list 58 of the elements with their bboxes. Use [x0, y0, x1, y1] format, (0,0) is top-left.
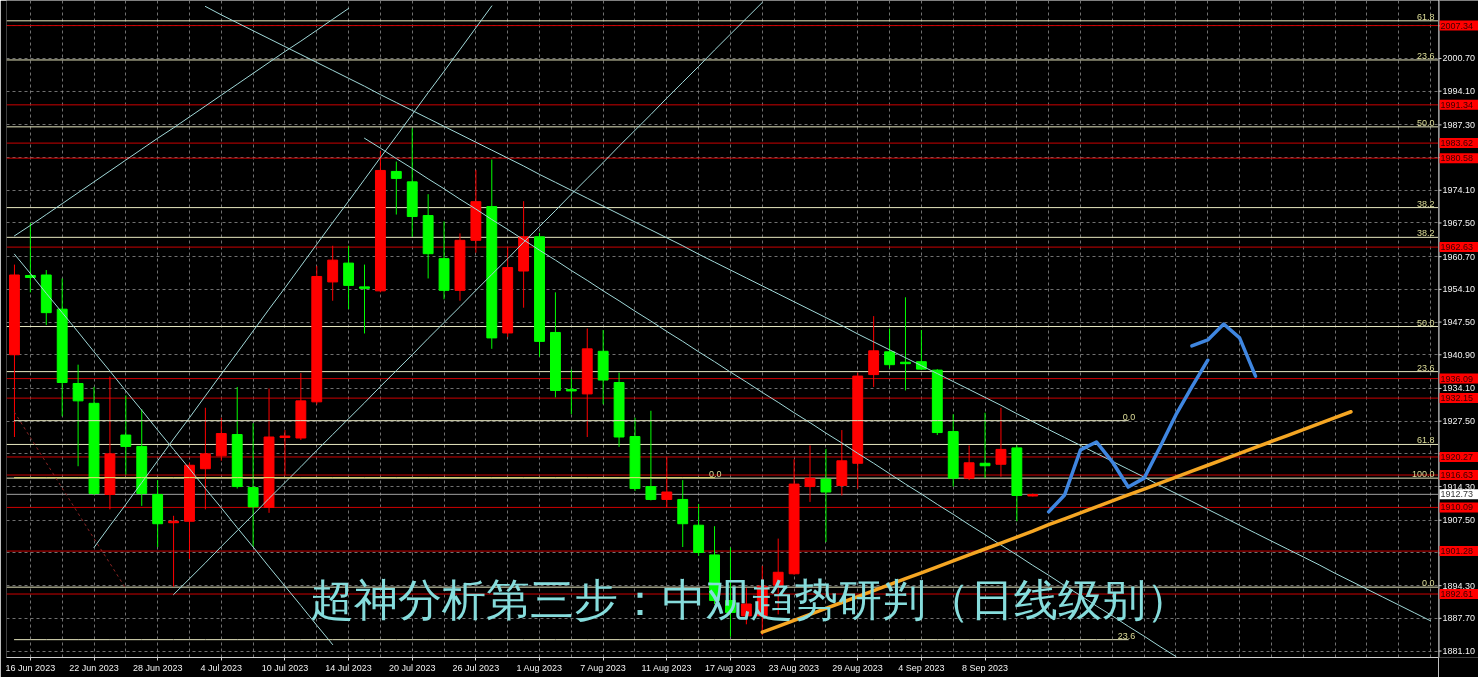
annotation: 0.0 [1421, 578, 1435, 589]
y-tick-label: 1967.50 [1442, 217, 1476, 228]
x-tick-label: 14 Jul 2023 [325, 662, 372, 673]
y-tick-label: 1894.30 [1442, 580, 1476, 591]
ref-line-label: 1892.61 [1440, 589, 1474, 600]
ref-line-label: 1980.58 [1440, 153, 1474, 164]
y-tick-label: 1914.30 [1442, 481, 1476, 492]
y-tick-label: 1954.10 [1442, 284, 1476, 295]
x-tick-label: 4 Jul 2023 [200, 662, 243, 673]
x-tick-label: 20 Jul 2023 [388, 662, 436, 673]
x-tick-label: 17 Aug 2023 [704, 662, 756, 673]
ref-line-label: 1983.62 [1440, 138, 1474, 149]
y-tick-label: 1881.10 [1442, 646, 1476, 657]
x-tick-label: 29 Aug 2023 [832, 662, 883, 673]
annotation: 50.0 [1416, 317, 1435, 328]
x-tick-label: 8 Sep 2023 [962, 662, 1009, 673]
ref-line-label: 1912.73 [1440, 489, 1474, 500]
x-tick-label: 26 Jul 2023 [452, 662, 500, 673]
y-tick-label: 1960.70 [1442, 251, 1476, 262]
y-tick-label: 1947.50 [1442, 317, 1476, 328]
ref-line-label: 1920.27 [1440, 451, 1474, 462]
ref-line-label: 1901.28 [1440, 546, 1474, 557]
x-tick-label: 16 Jun 2023 [5, 662, 56, 673]
x-tick-label: 4 Sep 2023 [898, 662, 945, 673]
y-tick-label: 1994.10 [1442, 86, 1476, 97]
annotation: 23.6 [1416, 362, 1435, 373]
ref-line-label: 1962.63 [1440, 242, 1474, 253]
x-tick-label: 11 Aug 2023 [641, 662, 692, 673]
x-tick-label: 1 Aug 2023 [516, 662, 563, 673]
x-tick-label: 10 Jul 2023 [261, 662, 309, 673]
annotation: 61.8 [1416, 435, 1435, 446]
x-tick-label: 22 Jun 2023 [69, 662, 119, 673]
ref-line-label: 1932.15 [1440, 393, 1474, 404]
y-tick-label: 1887.70 [1442, 613, 1476, 624]
ref-line-label: 1910.09 [1440, 502, 1474, 513]
annotation: 100.0 [1411, 469, 1435, 480]
y-tick-label: 1907.50 [1442, 515, 1476, 526]
y-tick-label: 1927.50 [1442, 416, 1476, 427]
annotation: 38.2 [1416, 198, 1435, 209]
annotation: 0.0 [708, 468, 722, 479]
x-tick-label: 23 Aug 2023 [768, 662, 820, 673]
x-tick-label: 7 Aug 2023 [580, 662, 626, 673]
ref-line-label: 1916.63 [1440, 470, 1474, 481]
y-tick-label: 2000.70 [1442, 53, 1476, 64]
y-tick-label: 1940.90 [1442, 349, 1476, 360]
annotation: 50.0 [1416, 117, 1435, 128]
annotation: 38.2 [1416, 228, 1435, 239]
y-tick-label: 1974.10 [1442, 185, 1476, 196]
annotation: 23.6 [1416, 50, 1435, 61]
annotation: 61.8 [1416, 11, 1435, 22]
ref-line-label: 2007.34 [1440, 20, 1474, 31]
y-tick-label: 1987.30 [1442, 119, 1476, 130]
annotation: 23.6 [1117, 630, 1136, 641]
x-tick-label: 28 Jun 2023 [132, 662, 183, 673]
annotation: 0.0 [1122, 411, 1136, 422]
y-tick-label: 1934.10 [1442, 383, 1476, 394]
ref-line-label: 1991.34 [1440, 99, 1474, 110]
ref-line-label: 1936.09 [1440, 373, 1474, 384]
